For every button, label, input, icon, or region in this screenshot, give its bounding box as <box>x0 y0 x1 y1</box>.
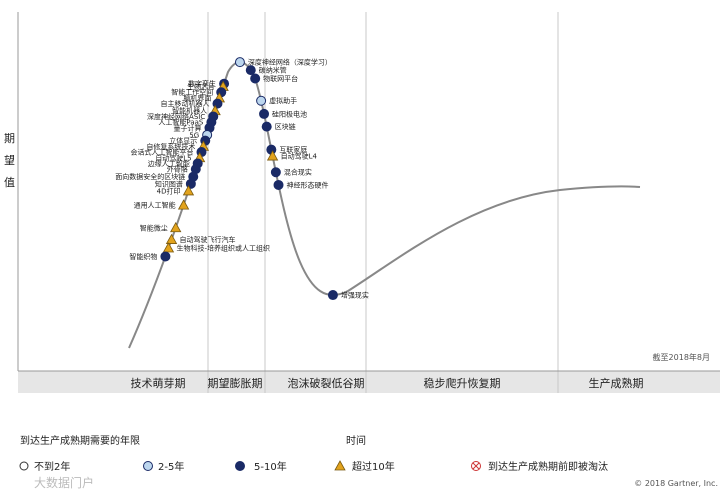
tech-label-9: 5G <box>189 131 199 139</box>
tech-label-30: 互联家庭 <box>279 145 307 154</box>
phase-label-4: 稳步爬升恢复期 <box>424 376 501 390</box>
tech-marker-24 <box>234 57 245 68</box>
legend-marker-2-5 <box>143 461 153 471</box>
tech-label-0: 数字孪生 <box>188 79 216 88</box>
tech-marker-25 <box>245 65 256 76</box>
legend-time-title: 时间 <box>346 434 366 447</box>
tech-label-3: 脑机界面 <box>183 93 211 102</box>
ylabel-char-1: 期 <box>4 132 15 145</box>
tech-label-17: 知识图谱 <box>155 179 183 188</box>
phase-label-1: 技术萌芽期 <box>131 376 186 390</box>
phase-label-2: 期望膨胀期 <box>208 376 263 390</box>
tech-label-26: 物联网平台 <box>263 74 298 83</box>
legend-marker-obsolete <box>471 461 481 471</box>
ylabel-char-3: 值 <box>4 176 15 189</box>
tech-label-20: 智能微尘 <box>140 223 168 232</box>
date-note: 截至2018年8月 <box>653 352 710 362</box>
tech-label-4: 自主移动机器人 <box>160 99 209 108</box>
tech-marker-33 <box>160 251 171 262</box>
tech-marker-21 <box>165 233 178 244</box>
ylabel-char-2: 望 <box>4 154 15 167</box>
watermark: 大数据门户 <box>34 475 94 490</box>
tech-label-32: 混合现实 <box>284 168 312 177</box>
tech-marker-34 <box>327 290 338 301</box>
tech-label-16: 面向数据安全的区块链 <box>115 172 185 181</box>
tech-label-6: 深度神经网络ASIC <box>147 112 205 121</box>
tech-label-18: 4D打印 <box>157 186 181 195</box>
tech-label-2: 智能工作空间 <box>171 88 213 97</box>
tech-label-28: 硅阳极电池 <box>272 109 307 118</box>
legend-label-lt2: 不到2年 <box>34 460 70 473</box>
tech-label-11: 自修复系统技术 <box>146 142 195 151</box>
tech-label-23: 神经形态硬件 <box>287 180 329 189</box>
tech-label-10: 立体显示 <box>169 136 197 145</box>
legend-label-gt10: 超过10年 <box>352 460 395 473</box>
tech-label-19: 通用人工智能 <box>134 201 176 210</box>
legend: 到达生产成熟期需要的年限 时间 不到2年 2-5年 5-10年 超过10年 到达… <box>19 434 608 473</box>
tech-marker-27 <box>256 95 267 106</box>
tech-label-31: 自动驾驶L4 <box>281 152 318 161</box>
tech-label-29: 区块链 <box>275 122 296 131</box>
tech-label-8: 量子计算 <box>173 123 201 132</box>
tech-marker-22 <box>162 242 175 253</box>
legend-label-2-5: 2-5年 <box>158 460 184 473</box>
phase-label-5: 生产成熟期 <box>589 376 644 390</box>
tech-marker-31 <box>266 150 279 161</box>
tech-marker-23 <box>273 179 284 190</box>
tech-label-5: 智能机器人 <box>172 106 207 115</box>
tech-label-24: 深度神经网络（深度学习） <box>248 58 332 67</box>
legend-label-obsolete: 到达生产成熟期前即被淘汰 <box>488 460 608 473</box>
tech-label-13: 自动驾驶L5 <box>155 153 191 162</box>
tech-label-25: 碳纳米管 <box>259 66 287 75</box>
tech-label-12: 会话式人工智能平台 <box>130 148 193 157</box>
tech-label-21: 自动驾驶飞行汽车 <box>180 235 236 244</box>
tech-label-22: 生物科技-培养组织或人工组织 <box>176 244 270 253</box>
phase-band <box>18 371 720 393</box>
tech-marker-18 <box>182 185 195 196</box>
tech-label-33: 智能织物 <box>129 252 157 261</box>
tech-marker-20 <box>170 221 182 233</box>
technology-markers: 数字孪生生物芯片智能工作空间脑机界面自主移动机器人智能机器人深度神经网络ASIC… <box>115 57 369 301</box>
tech-label-7: 人工智能PaaS <box>158 118 203 127</box>
tech-marker-29 <box>261 121 272 132</box>
legend-marker-lt2 <box>19 461 29 471</box>
tech-marker-32 <box>270 167 281 178</box>
tech-label-15: 外骨骼 <box>167 165 188 174</box>
phase-label-3: 泡沫破裂低谷期 <box>288 376 365 390</box>
tech-marker-19 <box>177 199 190 210</box>
tech-marker-28 <box>259 108 270 119</box>
tech-label-34: 增强现实 <box>341 291 369 300</box>
legend-label-5-10: 5-10年 <box>254 460 287 473</box>
copyright: © 2018 Gartner, Inc. <box>634 479 718 488</box>
tech-label-14: 边缘人工智能 <box>148 159 190 168</box>
legend-title: 到达生产成熟期需要的年限 <box>20 434 140 447</box>
phase-dividers <box>207 12 559 393</box>
tech-marker-26 <box>250 73 261 84</box>
tech-label-27: 虚拟助手 <box>269 96 297 105</box>
legend-marker-5-10 <box>235 461 245 471</box>
tech-label-1: 生物芯片 <box>187 82 215 91</box>
legend-marker-gt10 <box>334 460 346 471</box>
